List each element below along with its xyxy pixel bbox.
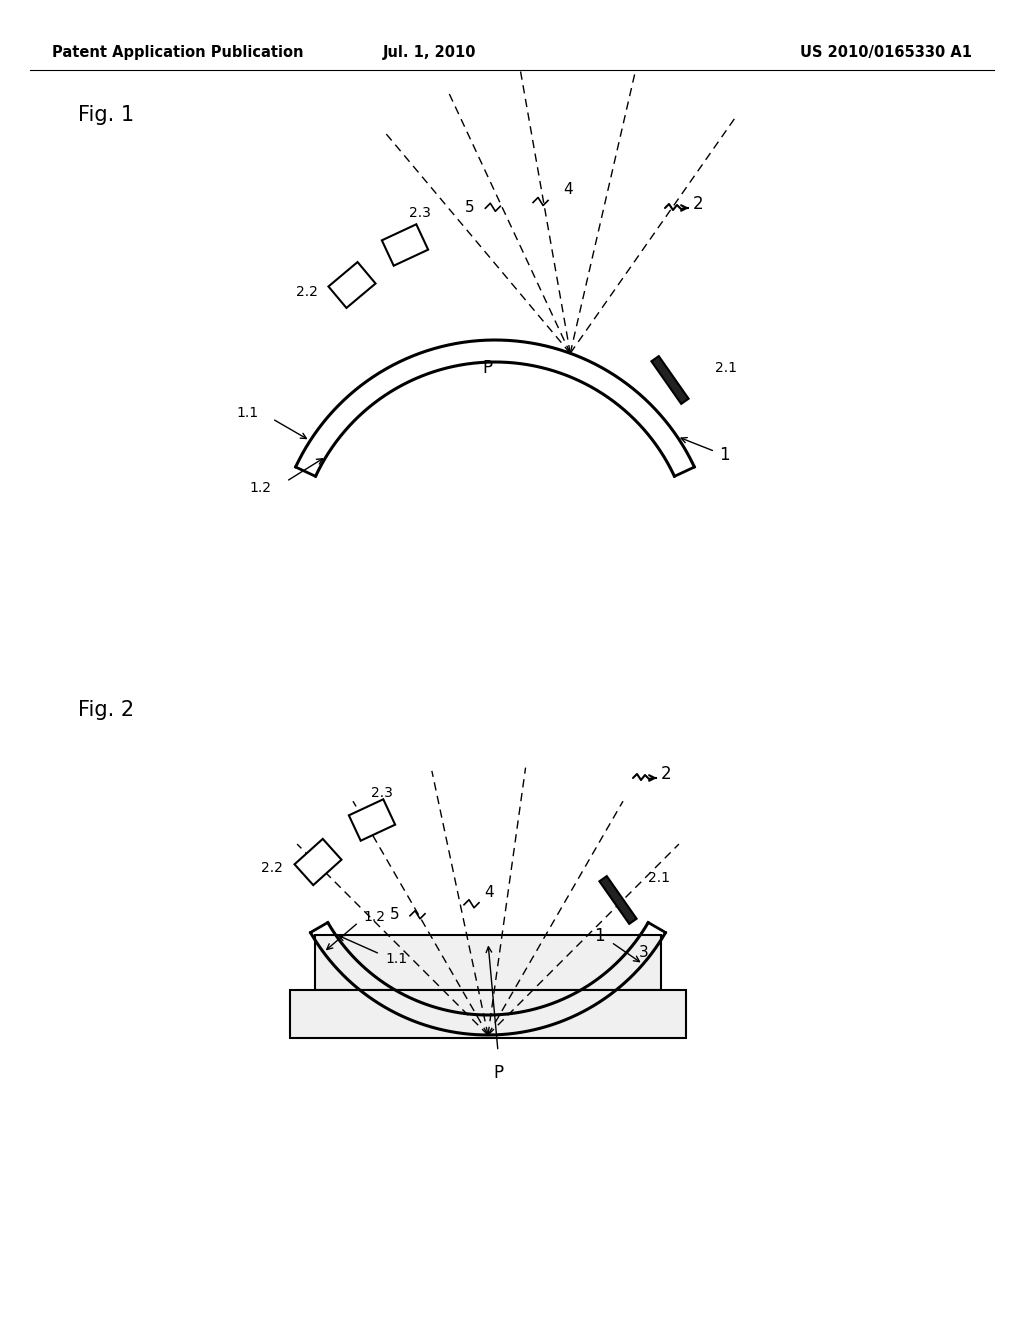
Text: US 2010/0165330 A1: US 2010/0165330 A1 — [800, 45, 972, 59]
Text: 4: 4 — [563, 182, 572, 198]
Polygon shape — [651, 356, 688, 404]
Polygon shape — [315, 935, 660, 990]
Text: 5: 5 — [390, 907, 399, 921]
Text: Fig. 2: Fig. 2 — [78, 700, 134, 719]
Text: 2.1: 2.1 — [715, 360, 737, 375]
Text: P: P — [493, 1064, 503, 1082]
Text: 2: 2 — [693, 195, 703, 213]
Text: 3: 3 — [639, 945, 648, 960]
Text: Patent Application Publication: Patent Application Publication — [52, 45, 303, 59]
Polygon shape — [291, 990, 685, 1038]
Text: 1.2: 1.2 — [249, 482, 271, 495]
Text: 1: 1 — [595, 927, 605, 945]
Text: Fig. 1: Fig. 1 — [78, 106, 134, 125]
Polygon shape — [329, 263, 376, 308]
Text: 2.2: 2.2 — [261, 861, 283, 875]
Text: Jul. 1, 2010: Jul. 1, 2010 — [383, 45, 477, 59]
Polygon shape — [349, 800, 395, 841]
Polygon shape — [295, 840, 341, 886]
Text: 2.3: 2.3 — [371, 785, 393, 800]
Text: 4: 4 — [484, 884, 494, 900]
Text: 1.1: 1.1 — [236, 405, 258, 420]
Text: 5: 5 — [465, 201, 475, 215]
Text: P: P — [482, 359, 493, 378]
Text: 2.1: 2.1 — [648, 871, 670, 884]
Text: 2: 2 — [662, 766, 672, 783]
Text: 2.2: 2.2 — [296, 285, 318, 300]
Text: 2.3: 2.3 — [409, 206, 431, 220]
Text: 1.1: 1.1 — [385, 952, 408, 966]
Text: 1.2: 1.2 — [364, 911, 385, 924]
Text: 1: 1 — [719, 446, 730, 463]
Polygon shape — [599, 876, 637, 924]
Polygon shape — [382, 224, 428, 265]
